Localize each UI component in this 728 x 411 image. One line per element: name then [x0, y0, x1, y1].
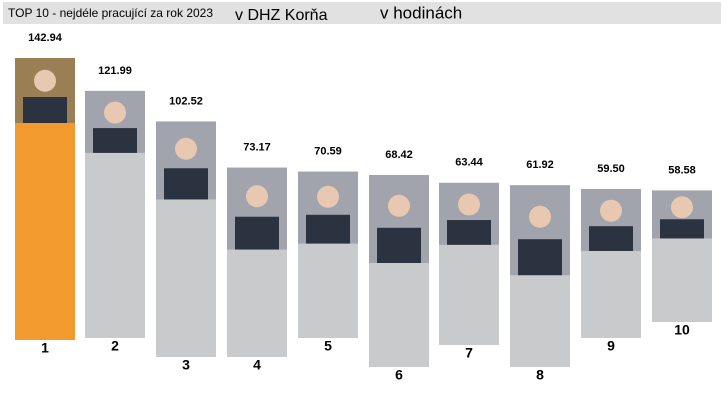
- rank-label: 9: [607, 338, 615, 354]
- photo-body: [518, 239, 562, 276]
- photo-body: [447, 220, 491, 245]
- value-label: 142.94: [28, 32, 63, 44]
- value-label: 121.99: [98, 65, 132, 77]
- rank-label: 7: [465, 345, 473, 361]
- photo-face: [600, 199, 622, 222]
- chart-title: TOP 10 - nejdéle pracující za rok 2023: [8, 6, 213, 20]
- photo-face: [317, 185, 339, 208]
- photo-face: [175, 137, 197, 160]
- photo-body: [306, 214, 350, 244]
- rank-label: 5: [324, 338, 332, 354]
- rank-label: 4: [253, 357, 261, 373]
- photo-body: [23, 97, 67, 123]
- rank-label: 6: [395, 367, 403, 383]
- photo-face: [529, 205, 551, 228]
- value-label: 68.42: [385, 149, 413, 161]
- photo-face: [388, 194, 410, 217]
- value-label: 63.44: [455, 157, 483, 169]
- rank-label: 3: [182, 357, 190, 373]
- photo-face: [671, 196, 693, 219]
- annotation: v hodinách: [380, 3, 462, 22]
- value-label: 59.50: [597, 163, 625, 175]
- photo-face: [246, 185, 268, 208]
- photo-face: [34, 69, 56, 92]
- value-label: 70.59: [314, 145, 342, 157]
- photo-body: [660, 219, 704, 239]
- value-label: 73.17: [243, 141, 271, 153]
- rank-label: 8: [536, 367, 544, 383]
- photo-body: [164, 168, 208, 200]
- rank-label: 2: [111, 338, 119, 354]
- rank-label: 1: [41, 340, 49, 356]
- photo-body: [93, 128, 137, 153]
- rank-label: 10: [674, 322, 690, 338]
- value-label: 58.58: [668, 164, 696, 176]
- value-label: 61.92: [526, 159, 554, 171]
- photo-body: [235, 216, 279, 250]
- photo-face: [458, 193, 480, 216]
- photo-body: [589, 226, 633, 252]
- title-bar: [3, 2, 721, 24]
- photo-face: [104, 101, 126, 124]
- chart-subtitle: v DHZ Korňa: [235, 7, 328, 24]
- photo-body: [377, 227, 421, 263]
- value-label: 102.52: [169, 95, 203, 107]
